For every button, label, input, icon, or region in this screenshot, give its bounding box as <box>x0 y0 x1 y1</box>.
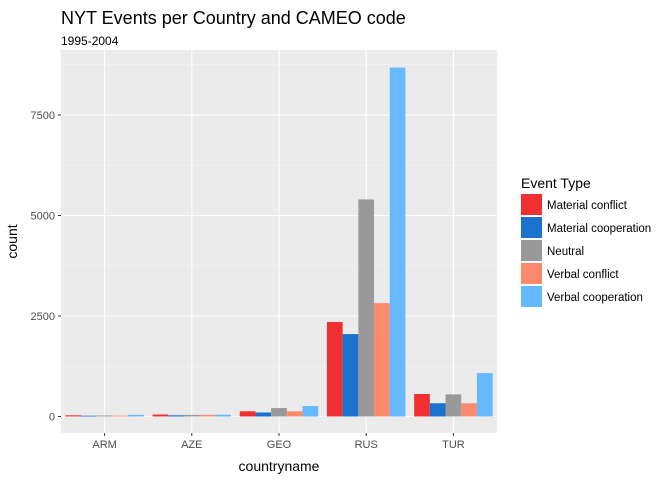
y-axis-title: count <box>4 224 20 258</box>
bar-aze-material-cooperation <box>168 415 184 417</box>
bar-rus-verbal-cooperation <box>389 67 406 417</box>
bar-arm-material-conflict <box>65 415 82 417</box>
y-tick-label: 5000 <box>31 211 55 223</box>
bar-tur-material-conflict <box>414 393 430 417</box>
bar-arm-verbal-conflict <box>112 415 129 417</box>
bar-rus-material-conflict <box>326 322 343 417</box>
bar-aze-neutral <box>183 414 200 417</box>
bar-aze-material-conflict <box>152 414 169 417</box>
legend-label: Material conflict <box>547 200 628 212</box>
legend-label: Verbal conflict <box>547 269 619 281</box>
bar-tur-material-cooperation <box>429 403 446 417</box>
bars <box>65 67 493 417</box>
legend-title: Event Type <box>521 175 591 191</box>
legend-key <box>521 263 542 284</box>
bar-arm-verbal-cooperation <box>128 414 144 417</box>
legend-key <box>521 194 542 215</box>
legend-key <box>521 240 542 261</box>
bar-aze-verbal-conflict <box>199 414 216 417</box>
x-tick-label: TUR <box>442 439 465 451</box>
bar-arm-material-cooperation <box>81 415 97 417</box>
bar-geo-material-conflict <box>239 411 256 417</box>
bar-aze-verbal-cooperation <box>215 414 232 417</box>
chart-title: NYT Events per Country and CAMEO code <box>61 8 406 28</box>
legend-label: Material cooperation <box>547 223 651 235</box>
x-tick-label: GEO <box>267 439 292 451</box>
bar-geo-verbal-cooperation <box>302 406 319 417</box>
bar-geo-verbal-conflict <box>286 411 303 417</box>
bar-geo-neutral <box>271 408 287 417</box>
bar-rus-material-cooperation <box>342 334 359 417</box>
bar-geo-material-cooperation <box>255 412 272 417</box>
chart-subtitle: 1995-2004 <box>61 34 119 48</box>
y-tick-label: 2500 <box>31 311 55 323</box>
x-tick-label: RUS <box>355 439 378 451</box>
y-tick-label: 0 <box>49 412 55 424</box>
legend-key <box>521 217 542 238</box>
bar-rus-verbal-conflict <box>374 303 390 417</box>
x-tick-label: ARM <box>92 439 116 451</box>
legend-label: Verbal cooperation <box>547 292 643 304</box>
y-axis: 0 2500 5000 7500 <box>31 110 61 424</box>
bar-rus-neutral <box>358 199 375 417</box>
legend: Event Type Material conflict Material coo… <box>521 175 651 307</box>
y-tick-label: 7500 <box>31 110 55 122</box>
x-axis-title: countryname <box>239 458 320 474</box>
bar-tur-verbal-conflict <box>461 403 477 417</box>
bar-arm-neutral <box>96 415 113 417</box>
x-tick-label: AZE <box>181 439 202 451</box>
grid-lines <box>61 50 497 433</box>
legend-label: Neutral <box>547 246 584 258</box>
bar-tur-verbal-cooperation <box>476 373 493 417</box>
x-axis: ARM AZE GEO RUS TUR <box>92 433 465 451</box>
bar-tur-neutral <box>445 394 462 417</box>
legend-key <box>521 286 542 307</box>
